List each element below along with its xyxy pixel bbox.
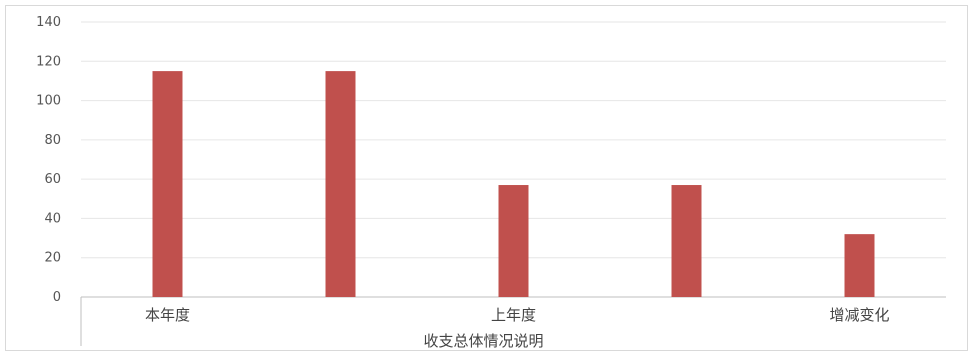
x-axis-title: 收支总体情况说明 <box>423 332 543 350</box>
y-tick-label: 120 <box>36 54 61 69</box>
x-category-label: 增减变化 <box>829 306 889 324</box>
bars <box>152 71 875 297</box>
bar <box>152 71 183 297</box>
bar <box>498 185 529 297</box>
y-tick-label: 0 <box>53 290 61 305</box>
y-tick-label: 40 <box>44 211 61 226</box>
y-tick-label: 80 <box>44 133 61 148</box>
y-tick-label: 20 <box>44 251 61 266</box>
category-labels: 本年度 上年度 增减变化 <box>145 306 890 324</box>
y-axis-ticks: 0 20 40 60 80 100 120 140 <box>36 15 61 305</box>
chart-container: 0 20 40 60 80 100 120 140 本年度 上年度 增减变化 收支总体情况说明 <box>5 5 968 351</box>
x-category-label: 本年度 <box>145 306 190 324</box>
y-tick-label: 100 <box>36 94 61 109</box>
bar <box>325 71 356 297</box>
bar <box>671 185 702 297</box>
y-tick-label: 60 <box>44 172 61 187</box>
y-tick-label: 140 <box>36 15 61 30</box>
bar <box>844 234 875 297</box>
bar-chart: 0 20 40 60 80 100 120 140 本年度 上年度 增减变化 收支总体情况说明 <box>36 15 946 350</box>
x-category-label: 上年度 <box>491 306 536 324</box>
